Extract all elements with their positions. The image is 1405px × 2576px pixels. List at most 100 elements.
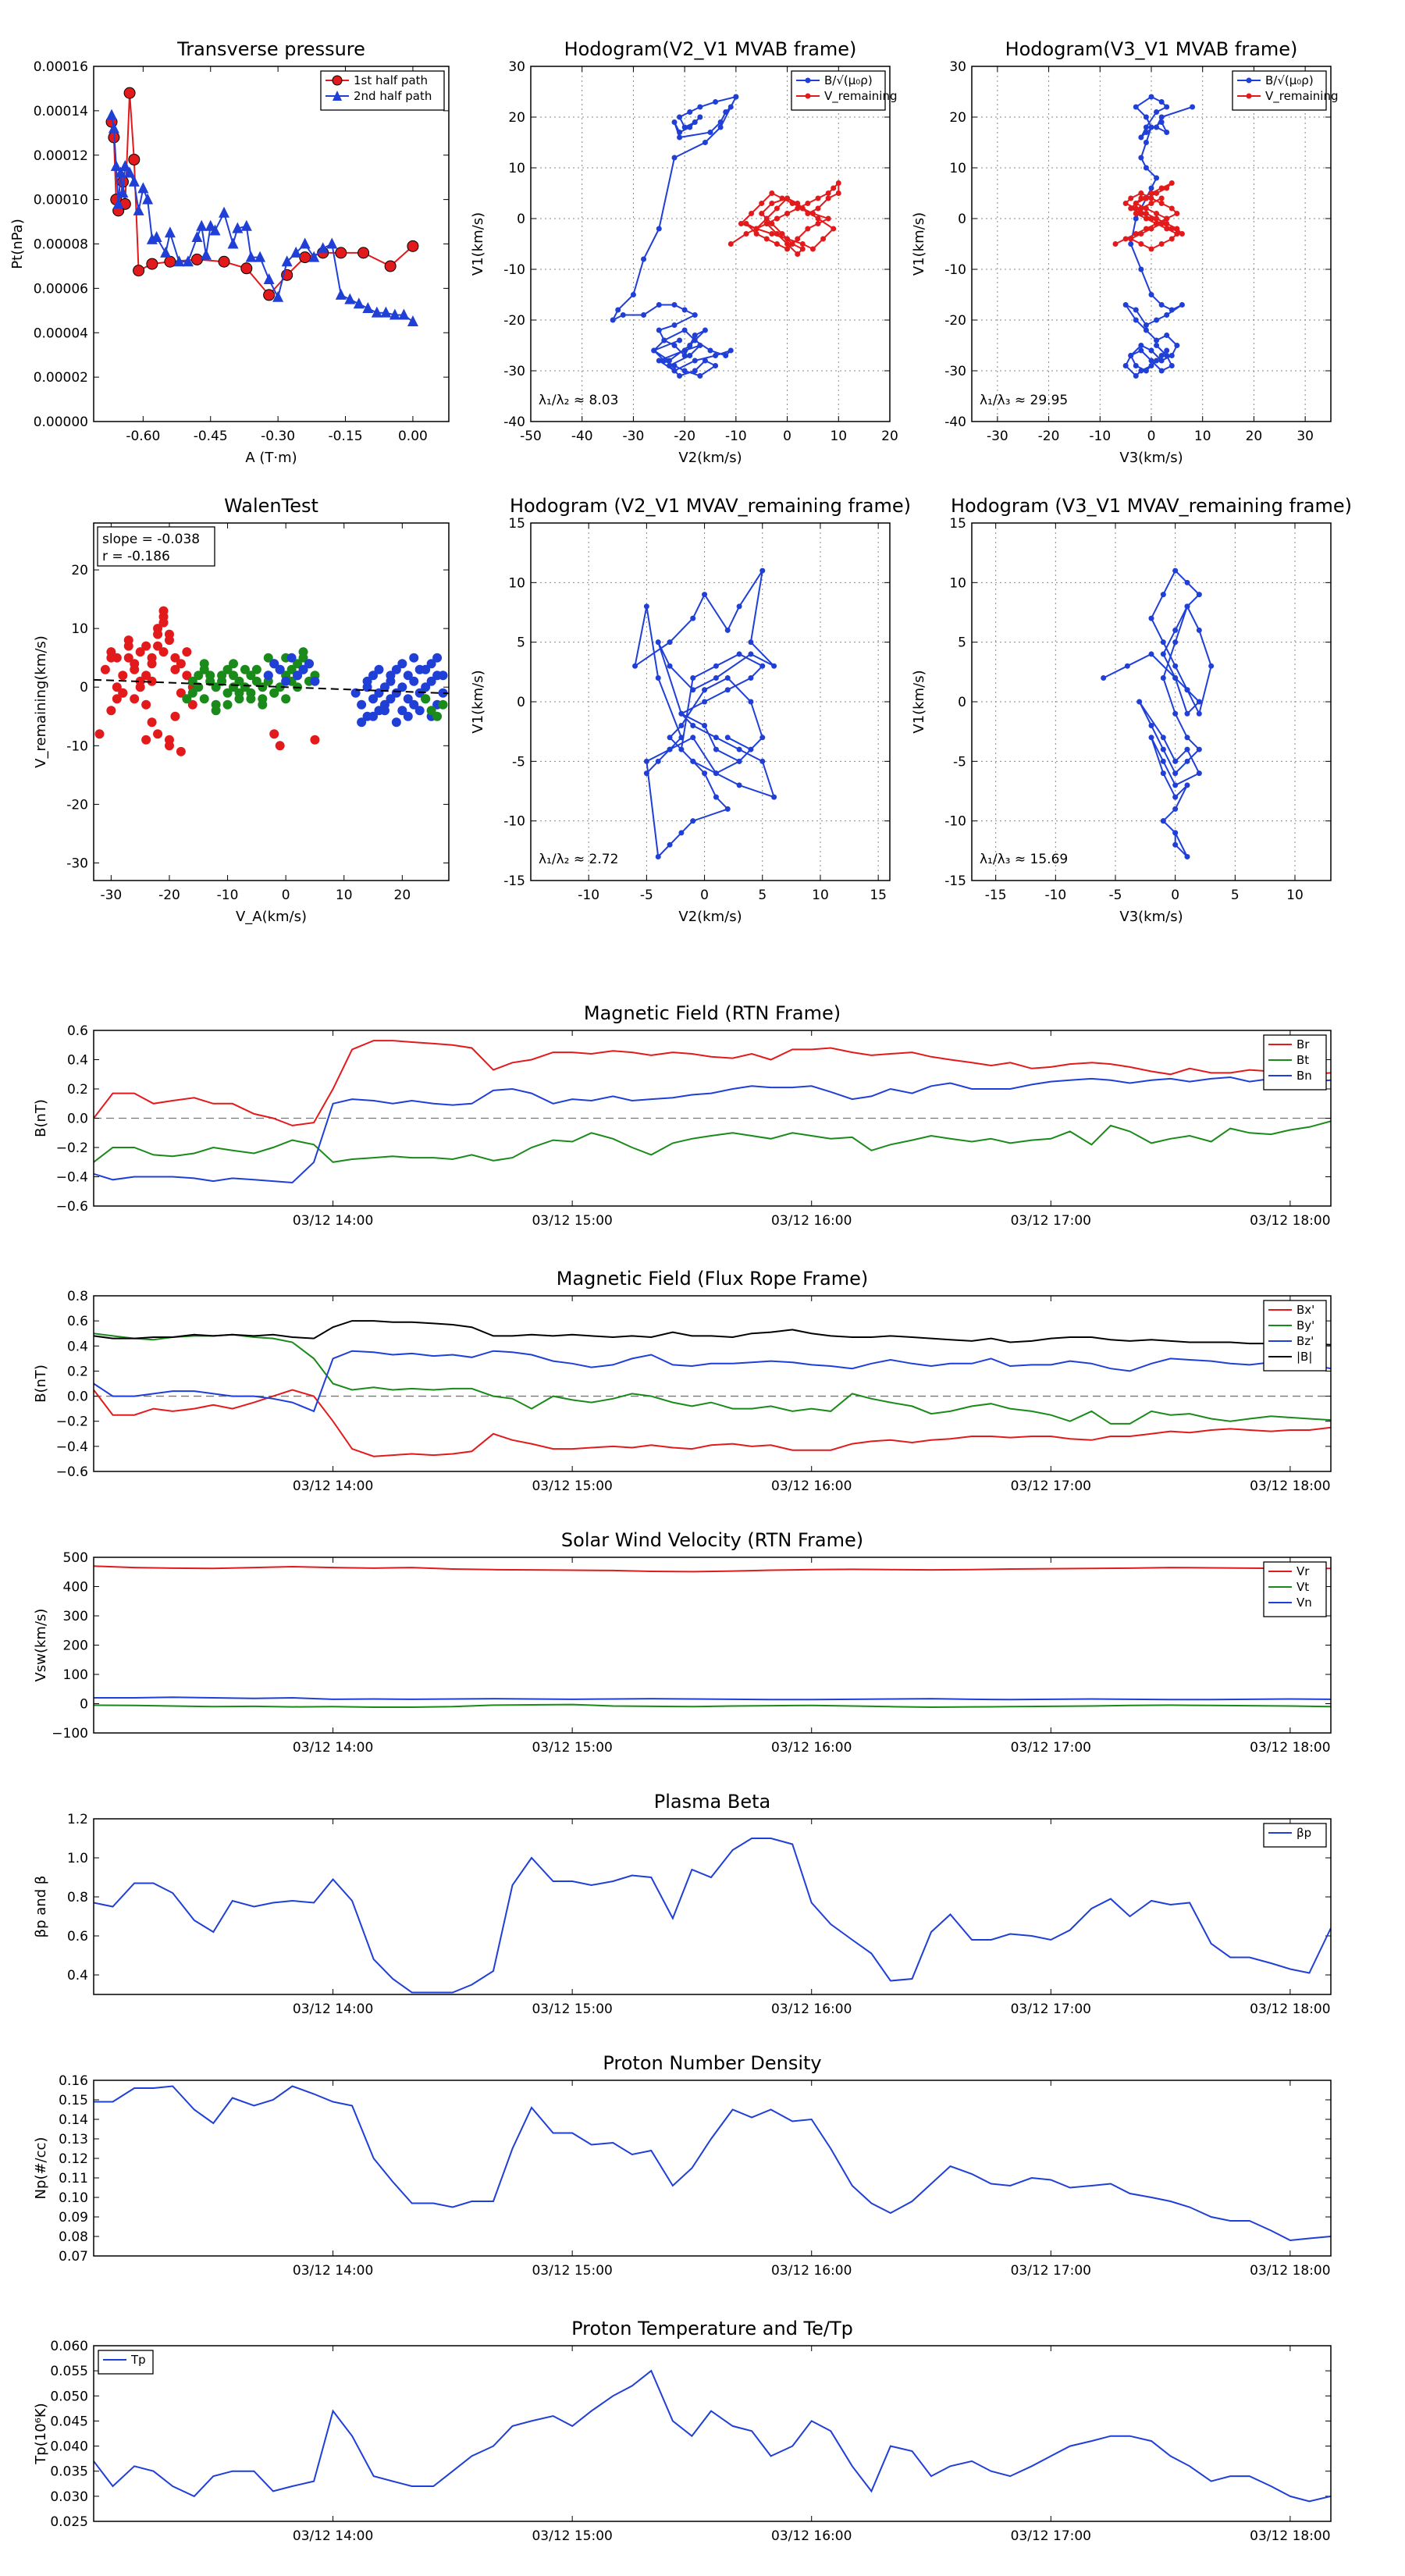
data-point bbox=[1122, 201, 1129, 206]
y-tick-label: -40 bbox=[503, 415, 525, 430]
data-point bbox=[1179, 302, 1185, 308]
data-point bbox=[671, 302, 678, 308]
data-point bbox=[661, 358, 667, 364]
data-point bbox=[124, 166, 136, 178]
data-point bbox=[1190, 104, 1196, 110]
y-tick-label: 300 bbox=[63, 1609, 88, 1624]
data-point bbox=[727, 241, 734, 247]
plot-area bbox=[94, 1320, 1331, 1457]
y-tick-label: 0.0 bbox=[67, 1112, 88, 1127]
y-axis-label: V1(km/s) bbox=[470, 670, 486, 733]
legend: B/√(μ₀ρ) V_remaining bbox=[791, 70, 898, 111]
data-point bbox=[697, 343, 703, 348]
y-tick-label: −0.2 bbox=[56, 1140, 88, 1156]
x-tick-label: 03/12 14:00 bbox=[293, 2528, 373, 2544]
plot-frame bbox=[93, 66, 450, 422]
data-point bbox=[809, 246, 816, 252]
data-point bbox=[736, 603, 742, 610]
data-point bbox=[362, 301, 374, 313]
y-tick-label: 0.6 bbox=[67, 1314, 88, 1329]
data-point bbox=[687, 109, 693, 115]
data-point bbox=[1133, 231, 1139, 237]
data-point bbox=[1148, 347, 1154, 354]
y-tick-label: 0.07 bbox=[59, 2249, 88, 2265]
data-point bbox=[135, 647, 145, 657]
data-point bbox=[779, 195, 785, 201]
data-point bbox=[1154, 221, 1160, 226]
x-tick-label: 10 bbox=[830, 429, 847, 444]
data-point bbox=[615, 307, 621, 313]
data-point bbox=[1133, 363, 1139, 368]
data-point bbox=[108, 122, 119, 133]
data-point bbox=[759, 663, 766, 669]
data-point bbox=[656, 226, 662, 232]
data-point bbox=[187, 699, 197, 710]
data-point bbox=[317, 242, 329, 254]
data-point bbox=[1160, 818, 1166, 824]
y-tick-label: 0.6 bbox=[67, 1023, 88, 1039]
series-bz- bbox=[94, 1350, 1331, 1413]
x-tick-label: 03/12 17:00 bbox=[1011, 2528, 1091, 2544]
data-point bbox=[1158, 185, 1165, 191]
legend: B/√(μ₀ρ) V_remaining bbox=[1232, 70, 1339, 111]
series-v-remaining bbox=[727, 180, 841, 257]
data-point bbox=[199, 659, 209, 669]
y-tick-label: 0.4 bbox=[67, 1339, 88, 1354]
chart-title: Plasma Beta bbox=[654, 1791, 770, 1813]
legend-label: Vn bbox=[1297, 1596, 1312, 1610]
chart-title: Solar Wind Velocity (RTN Frame) bbox=[561, 1529, 863, 1551]
y-tick-label: 0.8 bbox=[67, 1289, 88, 1304]
stats-text: slope = -0.038 bbox=[102, 532, 200, 547]
data-point bbox=[1158, 201, 1165, 206]
legend-label: Br bbox=[1297, 1037, 1310, 1051]
legend-marker bbox=[805, 93, 811, 99]
data-point bbox=[667, 663, 673, 669]
data-point bbox=[1133, 205, 1139, 212]
data-point bbox=[272, 290, 284, 302]
y-tick-label: −0.4 bbox=[56, 1439, 88, 1455]
data-point bbox=[655, 853, 661, 859]
y-tick-label: 30 bbox=[949, 59, 966, 75]
data-point bbox=[1138, 368, 1144, 374]
data-point bbox=[1138, 241, 1144, 247]
plot-area bbox=[610, 94, 841, 379]
chart-hodogram-v3-v1-mvab: Hodogram(V3_V1 MVAB frame) -30 -20 -10 0 10 20… bbox=[911, 38, 1339, 466]
y-axis-label: Tp(10⁶K) bbox=[33, 2403, 49, 2464]
data-point bbox=[1164, 353, 1170, 358]
data-point bbox=[200, 248, 212, 260]
data-point bbox=[1196, 592, 1202, 598]
legend-label: Bx' bbox=[1297, 1303, 1314, 1317]
legend-box bbox=[1263, 1823, 1327, 1848]
chart-title: Transverse pressure bbox=[176, 38, 365, 60]
x-axis-label: A (T·m) bbox=[245, 450, 297, 466]
data-point bbox=[779, 231, 785, 237]
data-point bbox=[263, 289, 276, 301]
data-point bbox=[357, 699, 367, 710]
data-point bbox=[1172, 627, 1179, 633]
data-point bbox=[391, 717, 401, 728]
data-point bbox=[835, 180, 841, 186]
data-point bbox=[368, 711, 379, 721]
x-tick-label: 03/12 14:00 bbox=[293, 1740, 373, 1756]
data-point bbox=[141, 699, 151, 710]
y-tick-label: 0.00004 bbox=[34, 326, 88, 341]
data-point bbox=[656, 327, 662, 333]
data-point bbox=[805, 211, 811, 216]
legend: Vr Vt Vn bbox=[1263, 1561, 1327, 1617]
data-point bbox=[702, 327, 708, 333]
data-point bbox=[809, 211, 816, 216]
legend-label: Vt bbox=[1297, 1580, 1309, 1594]
x-tick-label: 03/12 15:00 bbox=[532, 2001, 612, 2017]
data-point bbox=[1158, 368, 1165, 374]
data-point bbox=[432, 711, 443, 721]
x-tick-label: 10 bbox=[336, 888, 353, 903]
series-line bbox=[94, 1320, 1331, 1346]
data-point bbox=[1184, 579, 1190, 585]
data-point bbox=[667, 746, 673, 753]
data-point bbox=[426, 676, 436, 686]
data-point bbox=[805, 226, 811, 232]
x-tick-label: 03/12 18:00 bbox=[1250, 1740, 1330, 1756]
data-point bbox=[94, 729, 105, 739]
data-point bbox=[1164, 221, 1170, 226]
x-tick-label: 03/12 14:00 bbox=[293, 1213, 373, 1229]
